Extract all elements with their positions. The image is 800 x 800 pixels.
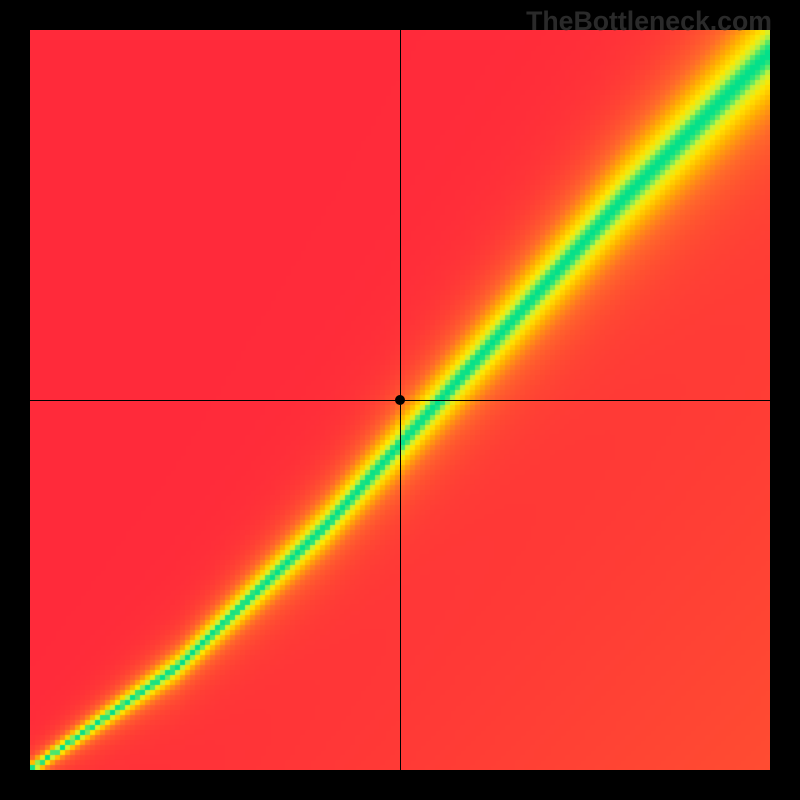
attribution-text: TheBottleneck.com — [526, 6, 772, 37]
heatmap-plot-area — [30, 30, 770, 770]
marker-dot — [395, 395, 405, 405]
page-root: TheBottleneck.com — [0, 0, 800, 800]
